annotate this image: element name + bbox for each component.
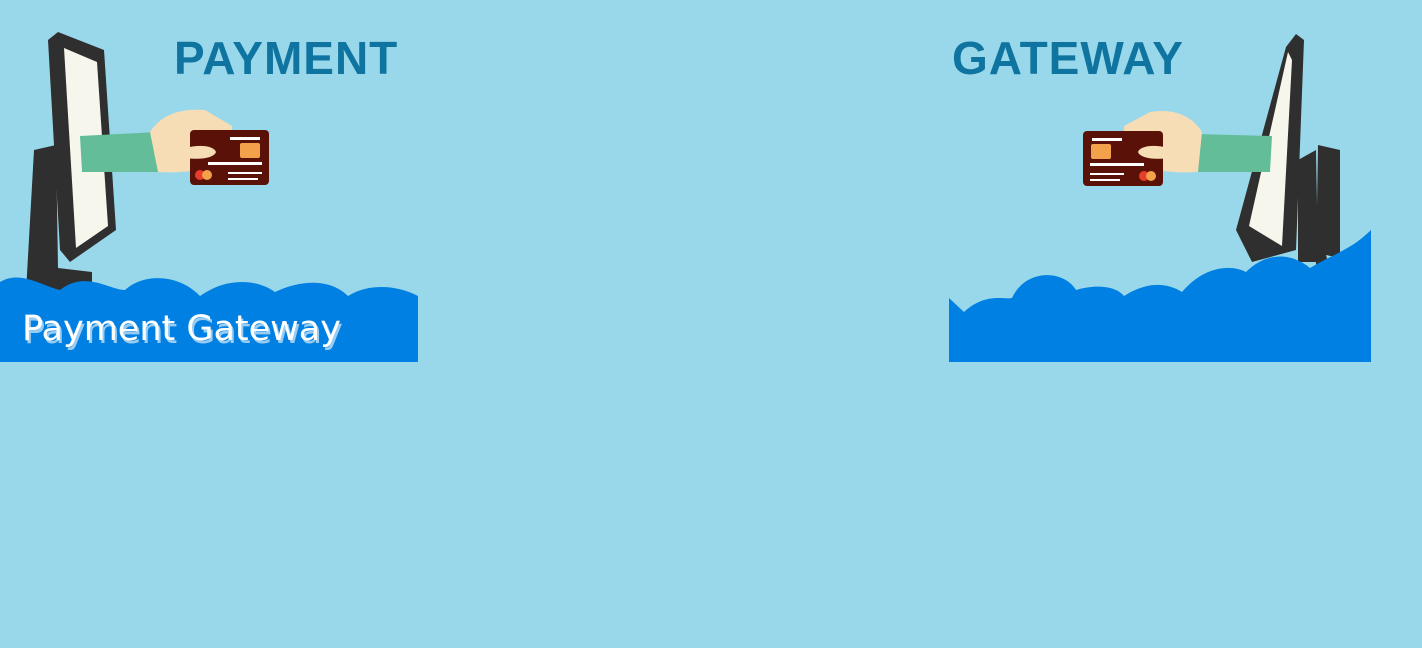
- gateway-heading: GATEWAY: [952, 32, 1184, 84]
- hand-holding-card-icon: [80, 109, 269, 185]
- cloud-banner: [949, 230, 1371, 362]
- right-illustration: [949, 34, 1371, 362]
- banner-shadow: Payment Gateway: [24, 312, 343, 352]
- cloud-banner: [0, 277, 418, 362]
- payment-heading: PAYMENT: [174, 32, 399, 84]
- payment-gateway-banner-label: Payment Gateway: [22, 309, 341, 349]
- hand-holding-card-icon: [1083, 110, 1272, 186]
- banner-text-layer: Payment Gateway Payment Gateway: [22, 309, 343, 352]
- left-illustration: [0, 32, 418, 362]
